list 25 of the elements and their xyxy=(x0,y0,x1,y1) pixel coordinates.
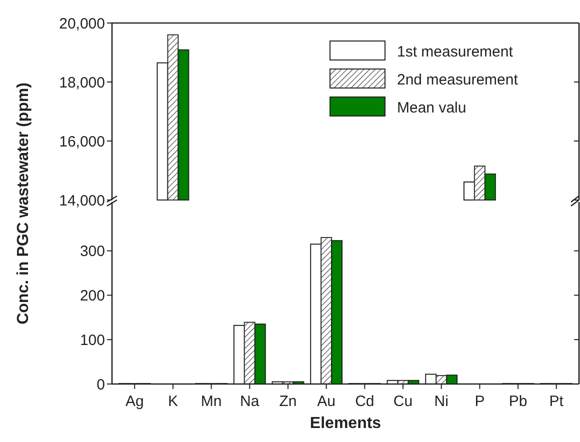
y-tick-label: 0 xyxy=(96,376,105,394)
y-tick-label: 16,000 xyxy=(59,133,105,150)
y-axis-title: Conc. in PGC wastewater (ppm) xyxy=(15,82,32,324)
y-tick-label: 300 xyxy=(80,243,105,260)
x-tick-label: Pb xyxy=(508,393,528,410)
y-tick-label: 200 xyxy=(80,287,105,304)
y-tick-label: 14,000 xyxy=(59,192,105,210)
x-tick-label: Ni xyxy=(434,393,448,410)
x-tick-label: Cd xyxy=(355,393,374,410)
y-tick-label: 18,000 xyxy=(59,74,105,92)
y-tick-label: 100 xyxy=(80,332,105,349)
x-tick-label: Cu xyxy=(393,393,413,410)
legend-label: 1st measurement xyxy=(397,43,514,60)
x-tick-label: Na xyxy=(240,393,260,410)
x-tick-label: K xyxy=(168,393,178,410)
x-tick-label: Pt xyxy=(549,393,564,410)
legend-label: Mean valu xyxy=(397,99,466,116)
legend-label: 2nd measurement xyxy=(397,71,519,88)
x-tick-label: Mn xyxy=(200,393,222,410)
x-tick-label: P xyxy=(474,393,485,410)
x-tick-label: Zn xyxy=(279,393,297,410)
x-tick-label: Au xyxy=(317,393,336,410)
x-tick-label: Ag xyxy=(125,393,144,410)
y-tick-label: 20,000 xyxy=(59,15,105,32)
x-axis-title: Elements xyxy=(310,415,382,432)
